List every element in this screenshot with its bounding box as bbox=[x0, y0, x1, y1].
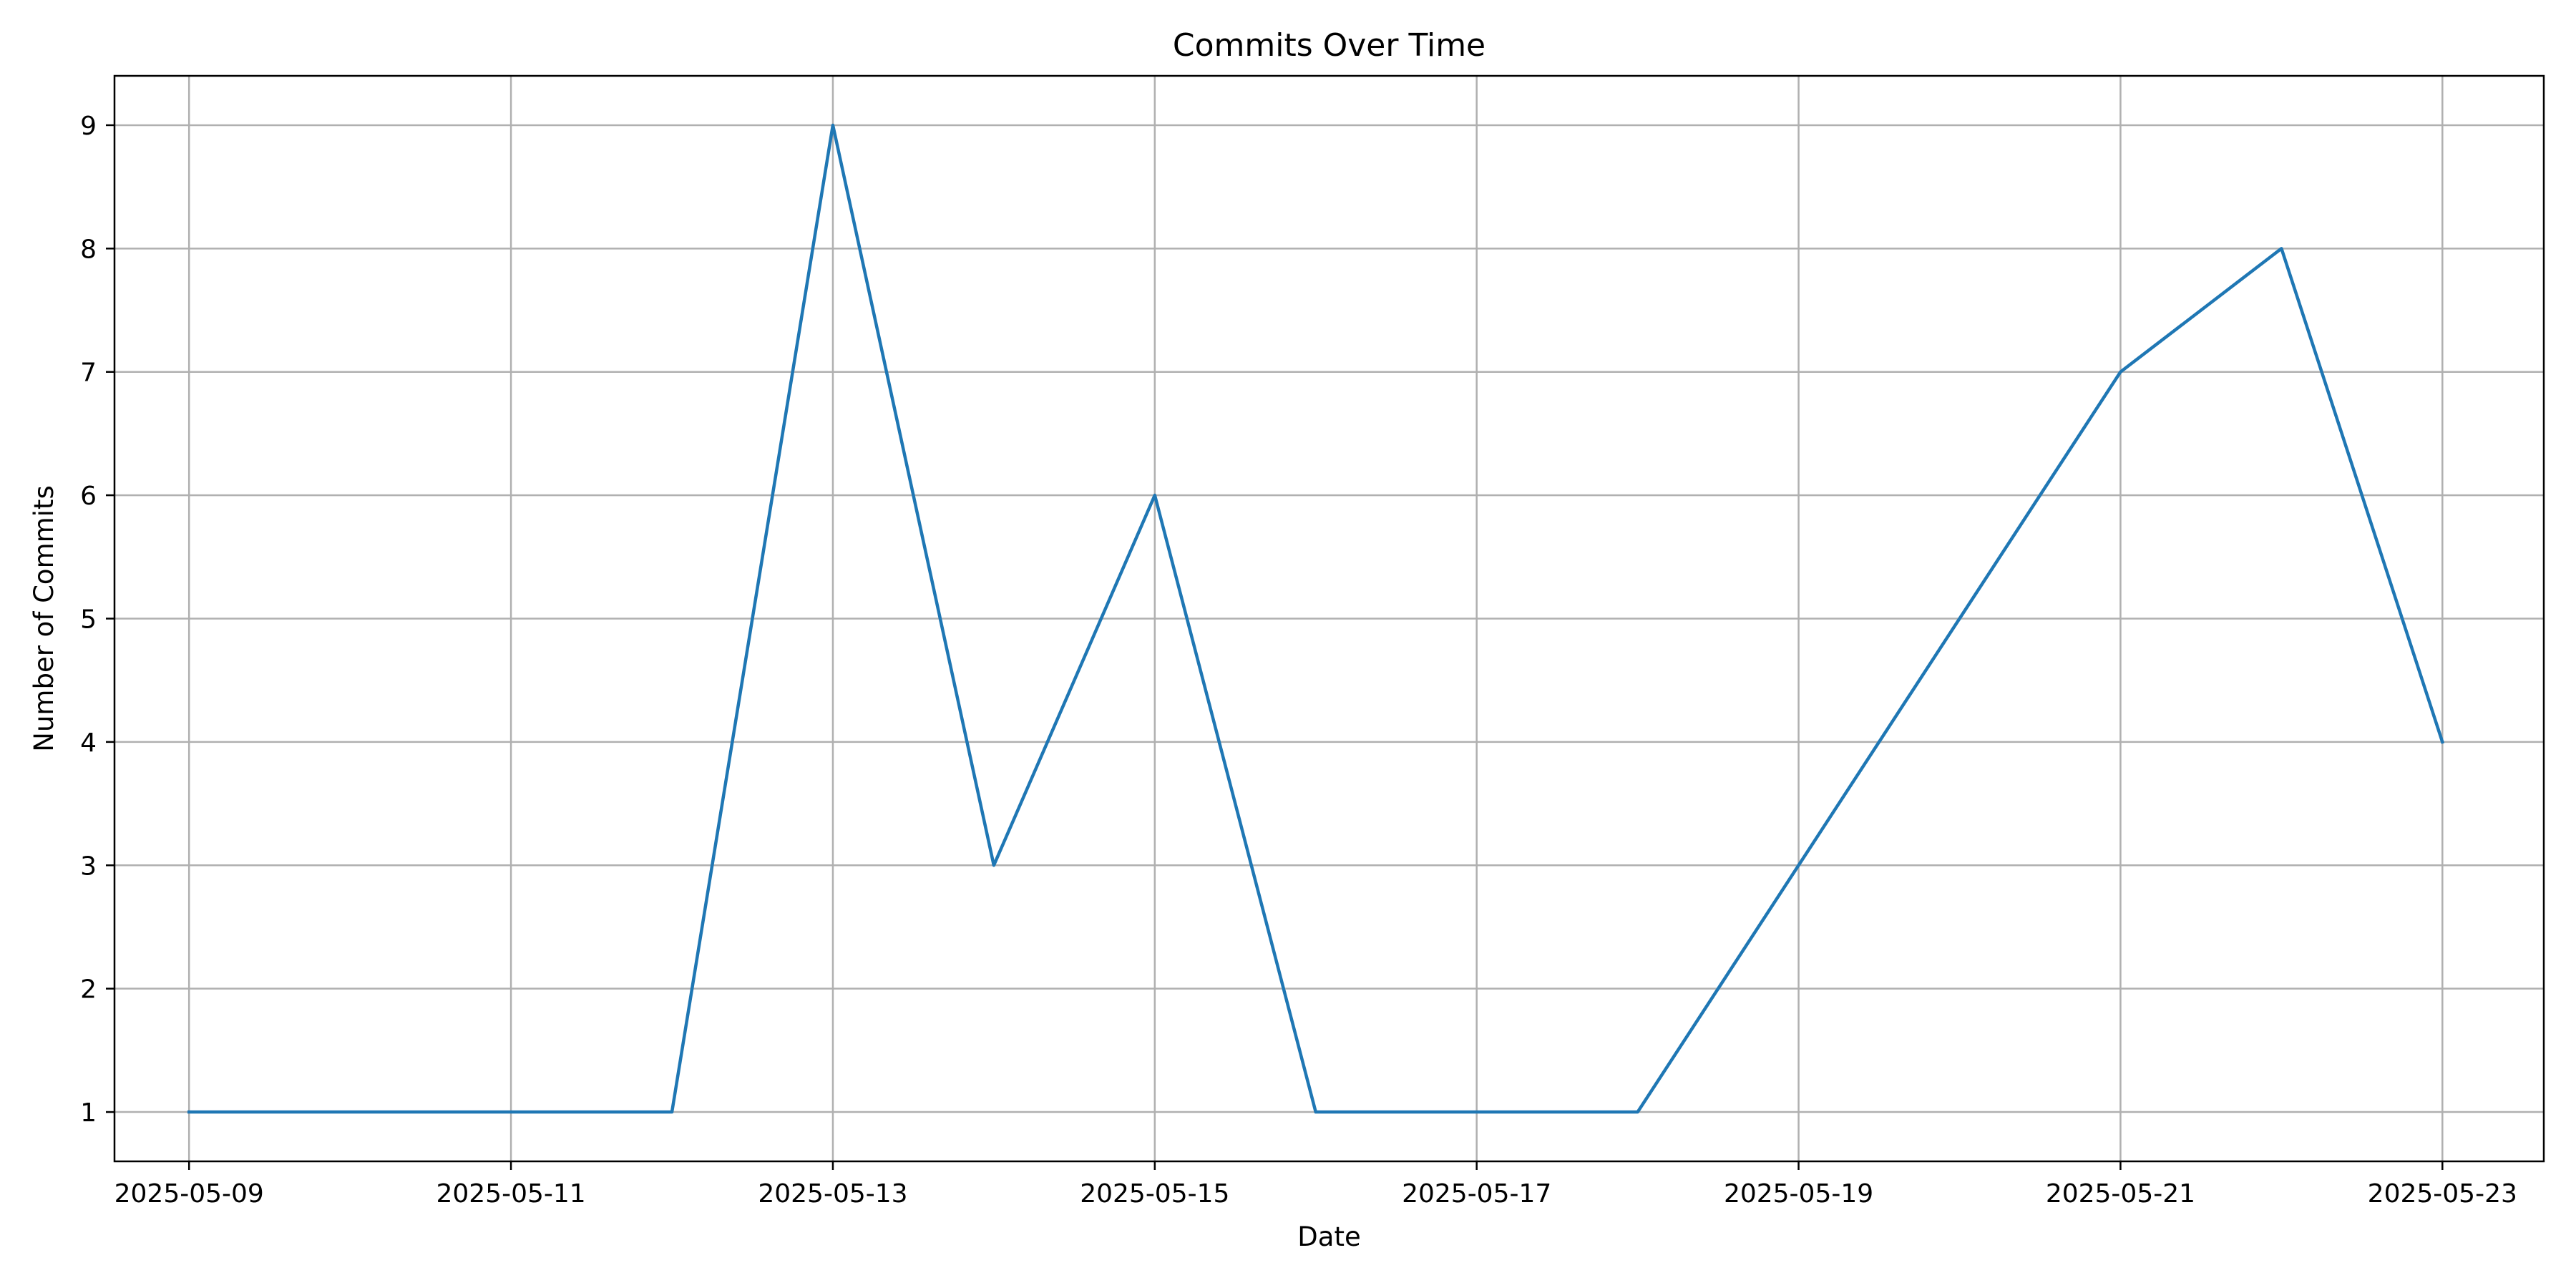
series-layer bbox=[187, 123, 2445, 1114]
y-tick-label: 4 bbox=[80, 728, 97, 758]
x-tick-label: 2025-05-13 bbox=[758, 1179, 907, 1209]
x-axis-ticks: 2025-05-09 2025-05-11 2025-05-13 2025-05-15… bbox=[114, 1161, 2517, 1209]
grid bbox=[114, 76, 2544, 1161]
x-tick-label: 2025-05-11 bbox=[436, 1179, 585, 1209]
y-axis-label: Number of Commits bbox=[29, 485, 59, 751]
y-axis-ticks: 1 2 3 4 5 6 7 8 9 bbox=[80, 112, 114, 1128]
y-tick-label: 8 bbox=[80, 235, 97, 264]
y-tick-label: 9 bbox=[80, 112, 97, 141]
y-tick-label: 7 bbox=[80, 358, 97, 388]
x-axis-label: Date bbox=[1297, 1221, 1360, 1252]
y-tick-label: 6 bbox=[80, 482, 97, 511]
y-tick-label: 5 bbox=[80, 605, 97, 635]
x-tick-label: 2025-05-09 bbox=[114, 1179, 264, 1209]
x-tick-label: 2025-05-17 bbox=[1402, 1179, 1551, 1209]
y-tick-label: 3 bbox=[80, 852, 97, 881]
x-tick-label: 2025-05-23 bbox=[2368, 1179, 2517, 1209]
y-tick-label: 2 bbox=[80, 975, 97, 1005]
chart-title: Commits Over Time bbox=[1173, 27, 1485, 64]
y-tick-label: 1 bbox=[80, 1098, 97, 1128]
x-tick-label: 2025-05-21 bbox=[2046, 1179, 2195, 1209]
x-tick-label: 2025-05-15 bbox=[1080, 1179, 1229, 1209]
x-tick-label: 2025-05-19 bbox=[1724, 1179, 1873, 1209]
